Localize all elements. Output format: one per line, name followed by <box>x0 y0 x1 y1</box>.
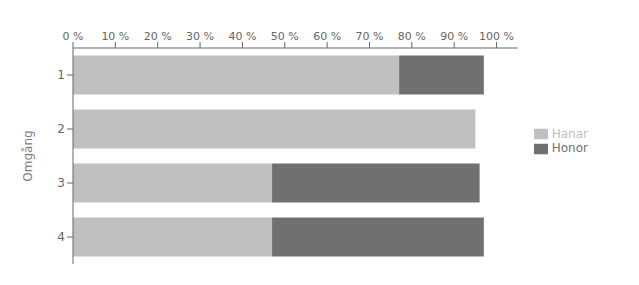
svg-text:20 %: 20 % <box>144 30 172 43</box>
svg-text:4: 4 <box>57 230 65 244</box>
svg-text:30 %: 30 % <box>186 30 214 43</box>
svg-text:0 %: 0 % <box>63 30 84 43</box>
svg-text:3: 3 <box>57 176 65 190</box>
svg-text:40 %: 40 % <box>228 30 256 43</box>
svg-text:Omgång: Omgång <box>21 130 35 181</box>
svg-text:100 %: 100 % <box>479 30 514 43</box>
svg-text:60 %: 60 % <box>313 30 341 43</box>
html-text:Hanar: Hanar <box>551 126 588 141</box>
svg-text:10 %: 10 % <box>101 30 129 43</box>
svg-text:80 %: 80 % <box>398 30 426 43</box>
svg-text:50 %: 50 % <box>271 30 299 43</box>
svg-text:1: 1 <box>57 68 65 82</box>
svg-text:2: 2 <box>57 122 65 136</box>
html-text:Honor: Honor <box>551 141 588 155</box>
svg-text:70 %: 70 % <box>356 30 384 43</box>
svg-text:90 %: 90 % <box>440 30 468 43</box>
